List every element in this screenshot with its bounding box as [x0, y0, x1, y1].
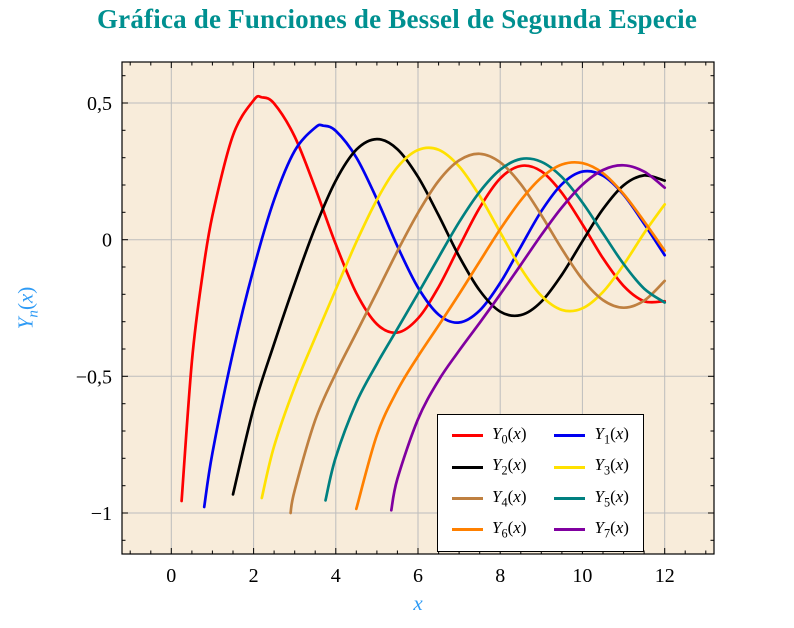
y-tick-label: −1 [91, 503, 112, 525]
legend-swatch-y7 [554, 528, 586, 532]
y-tick-label: 0 [102, 230, 112, 252]
y-axis-label-close: ) [13, 286, 38, 294]
legend-item-y0: Y0(x) [452, 424, 526, 447]
legend-swatch-y2 [452, 465, 483, 469]
curve-y4 [289, 152, 667, 515]
x-axis-label: x [413, 591, 422, 616]
y-tick-label: 0,5 [87, 93, 112, 115]
legend-swatch-y6 [452, 528, 483, 532]
legend-label-y4: Y4(x) [492, 486, 527, 510]
x-axis-label-text: x [413, 591, 423, 615]
legend: Y0(x) Y1(x) Y2(x) Y3(x) Y4(x) Y5(x) Y6(x) Y7(x) [437, 414, 644, 552]
curve-y5 [324, 157, 667, 502]
legend-label-y7: Y7(x) [594, 518, 629, 541]
legend-label-y0: Y0(x) [492, 424, 527, 447]
y-axis-label: Yn(x) [13, 287, 42, 330]
y-tick-label: −0,5 [76, 366, 112, 388]
x-tick-label: 0 [166, 565, 176, 587]
y-axis-label-open: ( [13, 303, 38, 311]
legend-item-y3: Y3(x) [554, 455, 629, 478]
curve-y1 [202, 123, 667, 509]
x-tick-label: 6 [413, 565, 423, 587]
x-tick-label: 10 [572, 565, 592, 587]
legend-swatch-y3 [554, 465, 586, 469]
legend-label-y1: Y1(x) [594, 424, 629, 447]
legend-item-y4: Y4(x) [452, 487, 526, 510]
curve-y0 [180, 94, 667, 503]
legend-item-y6: Y6(x) [452, 518, 526, 541]
legend-item-y2: Y2(x) [452, 455, 526, 478]
legend-swatch-y5 [554, 496, 586, 500]
curve-y2 [231, 137, 667, 496]
curve-y7 [389, 163, 667, 512]
x-tick-label: 2 [249, 565, 259, 587]
legend-swatch-y0 [452, 434, 483, 438]
curve-y3 [260, 146, 667, 500]
legend-item-y1: Y1(x) [554, 424, 629, 447]
x-tick-label: 12 [655, 565, 675, 587]
legend-item-y7: Y7(x) [554, 518, 629, 541]
x-tick-label: 8 [495, 565, 505, 587]
y-axis-label-arg: x [13, 293, 38, 304]
legend-label-y6: Y6(x) [492, 518, 527, 541]
legend-swatch-y4 [452, 496, 483, 500]
legend-item-y5: Y5(x) [554, 486, 629, 510]
chart-title: Gráfica de Funciones de Bessel de Segund… [96, 4, 698, 34]
curve-y6 [354, 160, 667, 511]
y-axis-label-func: Y [13, 317, 38, 330]
legend-label-y2: Y2(x) [492, 455, 527, 478]
legend-label-y5: Y5(x) [594, 486, 629, 510]
legend-swatch-y1 [554, 434, 586, 438]
x-tick-label: 4 [331, 565, 341, 587]
legend-label-y3: Y3(x) [594, 455, 629, 478]
y-axis-label-sub: n [25, 310, 42, 318]
